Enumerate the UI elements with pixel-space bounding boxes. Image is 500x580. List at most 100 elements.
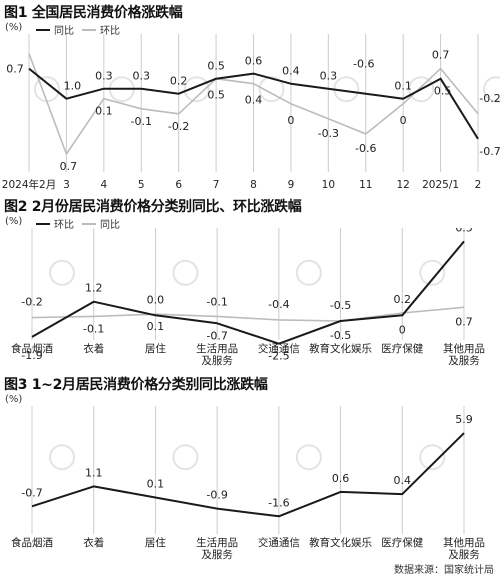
category-label: 10 <box>322 179 335 191</box>
data-label: 0.0 <box>147 293 165 306</box>
data-label: 0 <box>287 114 294 127</box>
category-label: 12 <box>396 179 409 191</box>
category-label: 及服务 <box>448 548 480 561</box>
category-label: 及服务 <box>201 354 233 367</box>
category-label: 医疗保健 <box>381 536 423 549</box>
source-note: 数据来源：国家统计局 <box>394 565 494 576</box>
fig1-legend: 同比 环比 <box>28 22 120 37</box>
data-label: 0.1 <box>147 477 165 490</box>
data-label: 0.5 <box>434 85 452 98</box>
fig3-chart: -0.7 1.1 0.1 -0.9 -1.6 0.6 0.4 5.9 食品烟酒 衣着 居住 生活用品及… <box>11 406 485 561</box>
category-label: 8 <box>250 179 257 191</box>
series-line-yoy <box>31 432 465 518</box>
category-label: 居住 <box>145 342 166 355</box>
fig2-unit: (%) <box>5 216 23 227</box>
data-label: 0.6 <box>332 472 350 485</box>
data-label: 0.4 <box>245 94 263 107</box>
data-label: 0 <box>400 114 407 127</box>
category-label: 衣着 <box>83 536 104 549</box>
category-label: 医疗保健 <box>381 342 423 355</box>
watermark-logo <box>49 259 75 286</box>
category-label: 2024年2月 <box>2 178 56 191</box>
data-label: 0.3 <box>95 70 113 83</box>
fig2-legend-swatch-mom <box>36 222 50 225</box>
category-label: 2 <box>475 179 482 191</box>
data-label: 0.4 <box>394 474 412 487</box>
fig1-legend-yoy: 同比 <box>54 26 74 37</box>
category-label: 5 <box>138 179 145 191</box>
watermark-logo <box>183 76 210 103</box>
category-label: 衣着 <box>83 342 104 355</box>
data-label: -0.1 <box>131 115 152 128</box>
data-label: -1.6 <box>268 496 289 509</box>
category-label: 及服务 <box>201 548 233 561</box>
fig1-legend-swatch-mom <box>82 28 96 31</box>
fig1-legend-mom: 环比 <box>100 26 120 37</box>
data-label: 0 <box>399 323 406 336</box>
category-label: 食品烟酒 <box>11 342 53 355</box>
category-label: 交通通信 <box>258 342 300 355</box>
data-label: -0.3 <box>318 127 339 140</box>
data-label: -0.7 <box>21 486 42 499</box>
data-label: -0.9 <box>206 489 227 502</box>
data-label: 0.7 <box>432 49 450 62</box>
series-line-yoy <box>28 67 479 140</box>
category-label: 6 <box>175 179 182 191</box>
watermark-logo <box>172 259 199 286</box>
data-label: 0.7 <box>6 63 24 76</box>
series-line-yoy <box>31 240 465 345</box>
watermark-logo <box>419 444 446 471</box>
data-label: -0.2 <box>21 296 42 309</box>
fig2-legend-swatch-yoy <box>82 222 96 225</box>
fig1-legend-swatch-yoy <box>36 28 50 31</box>
data-label: -0.2 <box>479 92 500 105</box>
data-label: -0.6 <box>353 58 374 71</box>
data-label: 0.4 <box>282 65 300 78</box>
fig1-unit: (%) <box>5 22 23 33</box>
fig3-title: 图3 1~2月居民消费价格分类别同比涨跌幅 <box>4 377 268 393</box>
watermark-logo <box>483 76 500 103</box>
category-label: 7 <box>213 179 220 191</box>
data-label: -2.5 <box>268 350 289 363</box>
data-label: -0.5 <box>330 329 351 342</box>
watermark-logo <box>408 76 435 103</box>
data-label: 0.2 <box>394 293 412 306</box>
fig2-legend: 环比 同比 <box>28 216 120 231</box>
category-label: 教育文化娱乐 <box>309 536 372 549</box>
data-label: -0.2 <box>168 120 189 133</box>
watermark-logo <box>295 444 322 471</box>
data-label: 1.0 <box>64 80 82 93</box>
data-label: -1.9 <box>21 349 42 362</box>
fig2-legend-mom: 环比 <box>54 220 74 231</box>
category-label: 3 <box>63 179 70 191</box>
data-label: 6.5 <box>455 228 473 234</box>
fig3-unit: (%) <box>5 394 23 405</box>
data-label: 0.5 <box>207 60 225 73</box>
category-label: 及服务 <box>448 354 480 367</box>
series-line-mom <box>28 53 479 155</box>
data-label: 0.1 <box>147 320 165 333</box>
category-label: 9 <box>288 179 295 191</box>
category-label: 其他用品 <box>443 342 485 355</box>
watermark-logo <box>419 259 446 286</box>
category-label: 交通通信 <box>258 536 300 549</box>
category-label: 2025/1 <box>422 179 459 191</box>
data-label: -0.4 <box>268 298 289 311</box>
fig1-title: 图1 全国居民消费价格涨跌幅 <box>4 5 183 21</box>
data-label: 0.1 <box>394 80 412 93</box>
data-label: 5.9 <box>455 413 473 426</box>
data-label: 0.2 <box>170 75 188 88</box>
category-label: 食品烟酒 <box>11 536 53 549</box>
fig2-legend-yoy: 同比 <box>100 220 120 231</box>
data-label: 0.1 <box>95 105 113 118</box>
fig1-chart: 0.7 1.0 0.3 0.3 0.2 0.5 0.6 0.4 0.3 -0.6 0.1 0.5 -0.… <box>2 34 500 191</box>
category-label: 11 <box>359 179 372 191</box>
data-label: 1.1 <box>85 466 103 479</box>
data-label: -0.7 <box>206 329 227 342</box>
category-label: 4 <box>100 179 107 191</box>
data-label: -0.1 <box>83 322 104 335</box>
data-label: 0.7 <box>455 315 473 328</box>
fig2-chart: -0.2 -0.1 0.1 -0.1 -0.4 -0.5 0.2 0.7 -1.9 1.2 0.0 -… <box>11 228 485 367</box>
data-label: -0.7 <box>479 145 500 158</box>
